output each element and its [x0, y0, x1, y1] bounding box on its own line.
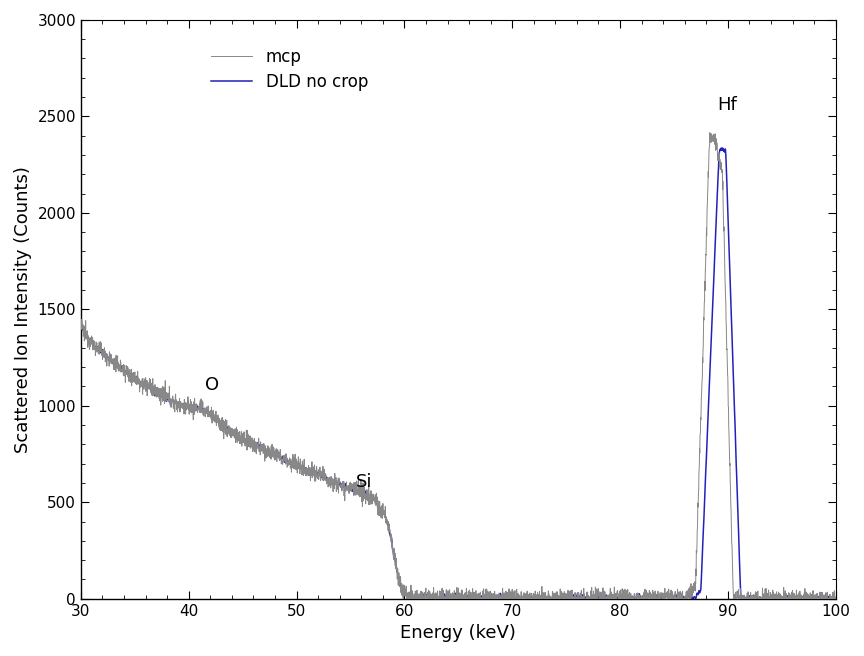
Legend: mcp, DLD no crop: mcp, DLD no crop	[202, 40, 377, 99]
DLD no crop	[76, 324, 86, 332]
DLD no crop	[524, 594, 534, 602]
mcp	[705, 129, 715, 136]
Y-axis label: Scattered Ion Intensity (Counts): Scattered Ion Intensity (Counts)	[14, 166, 32, 453]
DLD no crop	[769, 595, 779, 603]
Text: Si: Si	[356, 473, 372, 491]
DLD no crop	[233, 433, 244, 441]
DLD no crop	[432, 592, 442, 600]
DLD no crop	[716, 144, 727, 152]
mcp	[830, 595, 841, 603]
DLD no crop	[772, 593, 783, 601]
DLD no crop	[348, 487, 359, 495]
mcp	[233, 437, 244, 445]
mcp	[772, 594, 783, 602]
DLD no crop	[830, 594, 841, 602]
X-axis label: Energy (keV): Energy (keV)	[400, 624, 516, 642]
mcp	[398, 595, 409, 603]
mcp	[76, 321, 86, 329]
DLD no crop	[556, 592, 566, 600]
mcp	[556, 592, 566, 600]
Line: DLD no crop: DLD no crop	[81, 148, 835, 599]
mcp	[432, 592, 442, 600]
mcp	[524, 591, 534, 599]
Text: O: O	[205, 376, 219, 394]
Text: Hf: Hf	[717, 96, 737, 114]
Line: mcp: mcp	[81, 133, 835, 599]
mcp	[348, 489, 359, 497]
